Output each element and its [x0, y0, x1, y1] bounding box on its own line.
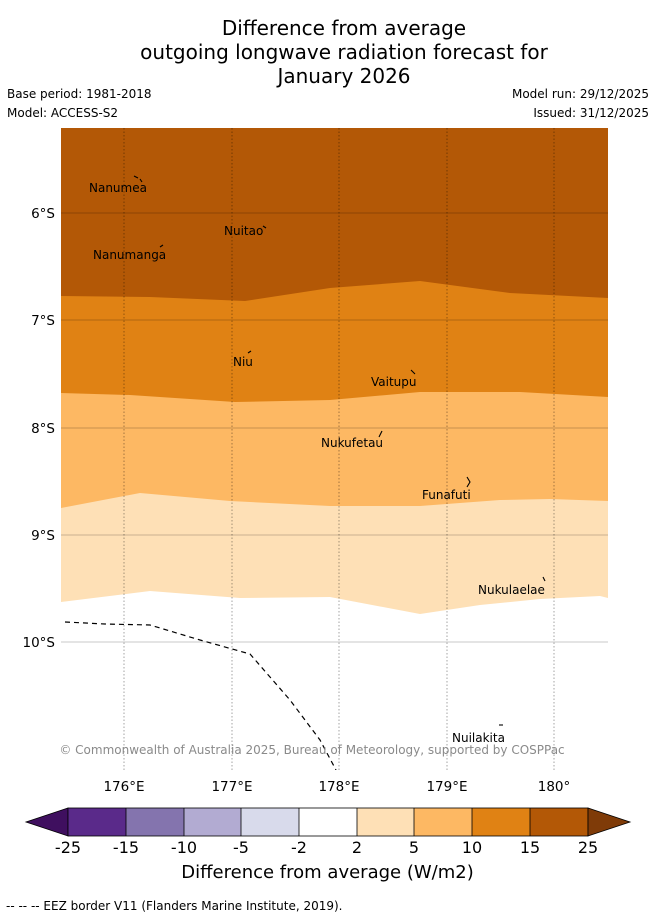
island-label-nukulaelae: Nukulaelae: [478, 583, 545, 597]
longitude-labels: 176°E 177°E 178°E 179°E 180°: [103, 779, 570, 795]
lon-label-180: 180°: [538, 779, 571, 795]
lat-label-8s: 8°S: [31, 421, 55, 437]
colorbar-segment: [357, 808, 414, 836]
title-line-1: Difference from average: [221, 16, 467, 40]
colorbar-tick: -25: [55, 838, 81, 857]
island-label-nukufetau: Nukufetau: [321, 436, 383, 450]
lat-label-7s: 7°S: [31, 313, 55, 329]
colorbar-segments: [68, 808, 588, 836]
colorbar-segment: [126, 808, 184, 836]
colorbar-tick: -5: [233, 838, 249, 857]
island-label-nuilakita: Nuilakita: [452, 731, 505, 745]
colorbar-tick: 25: [578, 838, 598, 857]
colorbar-ticks: -25 -15 -10 -5 -2 2 5 10 15 25: [55, 838, 598, 857]
title-line-2: outgoing longwave radiation forecast for: [140, 40, 548, 64]
colorbar-segment: [530, 808, 588, 836]
forecast-map: Nanumea Nuitao Nanumanga Niu Vaitupu Nuk…: [23, 128, 608, 795]
base-period: Base period: 1981-2018: [7, 87, 152, 101]
colorbar-segment: [299, 808, 357, 836]
title-line-3: January 2026: [277, 64, 411, 88]
lon-label-178e: 178°E: [318, 779, 359, 795]
colorbar-arrow-high: [587, 807, 632, 837]
colorbar-tick: 15: [520, 838, 540, 857]
lon-label-176e: 176°E: [103, 779, 144, 795]
issued-date: Issued: 31/12/2025: [533, 106, 649, 120]
lat-label-10s: 10°S: [23, 635, 56, 651]
model-run: Model run: 29/12/2025: [511, 87, 649, 101]
copyright-notice: © Commonwealth of Australia 2025, Bureau…: [59, 743, 564, 757]
colorbar-tick: -10: [171, 838, 197, 857]
eez-border: [64, 621, 337, 770]
band-15-to-25: [61, 128, 608, 301]
lon-label-179e: 179°E: [426, 779, 467, 795]
colorbar-segment: [241, 808, 299, 836]
colorbar-segment: [472, 808, 530, 836]
model-name: Model: ACCESS-S2: [7, 106, 119, 120]
colorbar-segment: [68, 808, 126, 836]
latitude-gridlines: [61, 212, 608, 643]
colorbar-segment: [184, 808, 241, 836]
lat-label-6s: 6°S: [31, 206, 55, 222]
island-label-funafuti: Funafuti: [422, 488, 471, 502]
colorbar-tick: 5: [409, 838, 419, 857]
lat-label-9s: 9°S: [31, 528, 55, 544]
island-label-vaitupu: Vaitupu: [371, 375, 417, 389]
colorbar-tick: -2: [291, 838, 307, 857]
map-field: Nanumea Nuitao Nanumanga Niu Vaitupu Nuk…: [59, 128, 608, 770]
lon-label-177e: 177°E: [211, 779, 252, 795]
island-label-niu: Niu: [233, 355, 253, 369]
colorbar-tick: 10: [462, 838, 482, 857]
island-label-nanumanga: Nanumanga: [93, 248, 166, 262]
colorbar-tick: -15: [113, 838, 139, 857]
eez-legend-note: -- -- -- EEZ border V11 (Flanders Marine…: [6, 899, 343, 913]
chart-title: Difference from average outgoing longwav…: [0, 16, 655, 88]
island-label-nanumea: Nanumea: [89, 181, 147, 195]
latitude-labels: 6°S 7°S 8°S 9°S 10°S: [23, 206, 56, 651]
colorbar-arrow-low: [24, 807, 69, 837]
colorbar-label: Difference from average (W/m2): [181, 862, 474, 883]
island-label-nuitao: Nuitao: [224, 224, 263, 238]
colorbar-segment: [414, 808, 472, 836]
colorbar: -25 -15 -10 -5 -2 2 5 10 15 25: [24, 807, 632, 857]
island-outlines: [133, 175, 546, 726]
colorbar-tick: 2: [352, 838, 362, 857]
